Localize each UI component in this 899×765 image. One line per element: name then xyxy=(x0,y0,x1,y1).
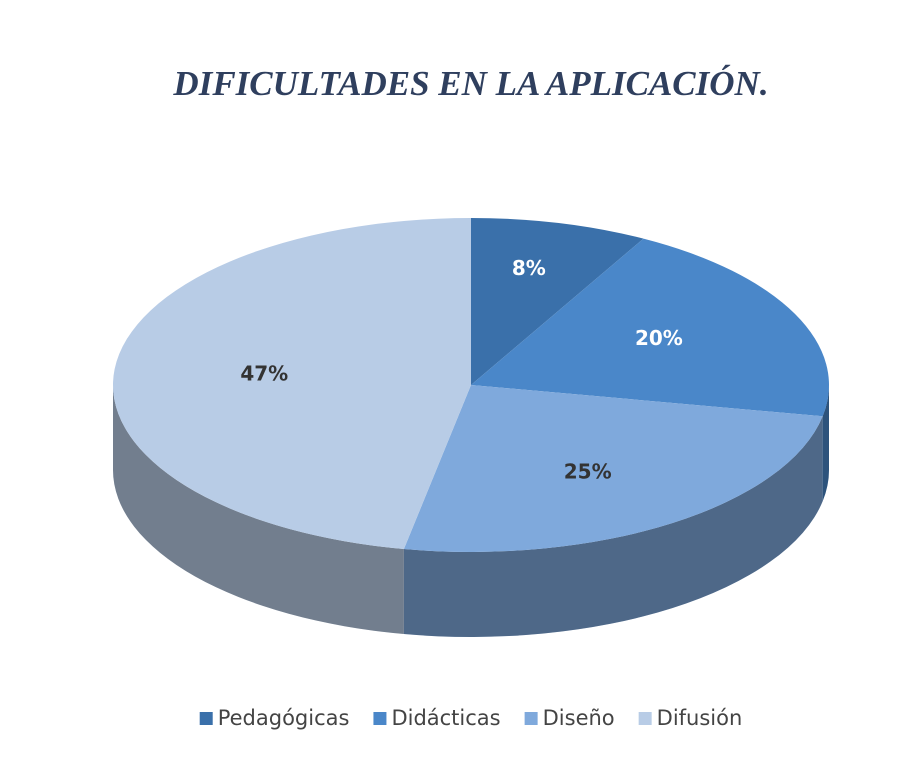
legend-label: Didácticas xyxy=(391,706,500,730)
pie-side xyxy=(403,416,823,637)
legend-label: Pedagógicas xyxy=(218,706,350,730)
legend-swatch xyxy=(199,712,213,725)
pie-side-shade xyxy=(113,385,404,635)
legend-label: Diseño xyxy=(543,706,615,730)
pie-slice xyxy=(471,238,829,417)
legend-swatch xyxy=(524,712,538,725)
data-label: 47% xyxy=(240,361,288,385)
pie-slice xyxy=(112,218,472,550)
pie-side-shade xyxy=(822,385,829,502)
legend-swatch xyxy=(373,712,387,725)
data-label: 20% xyxy=(635,326,683,350)
pie-side-shade xyxy=(403,416,823,637)
pie-side xyxy=(113,385,404,635)
data-label: 25% xyxy=(564,460,612,484)
chart-title: DIFICULTADES EN LA APLICACIÓN. xyxy=(172,63,768,103)
data-label: 8% xyxy=(512,256,546,280)
legend-swatch xyxy=(638,712,652,725)
pie-side xyxy=(822,385,829,502)
pie-slice xyxy=(403,385,823,553)
pie-slice xyxy=(471,218,644,385)
legend-label: Difusión xyxy=(657,706,743,730)
